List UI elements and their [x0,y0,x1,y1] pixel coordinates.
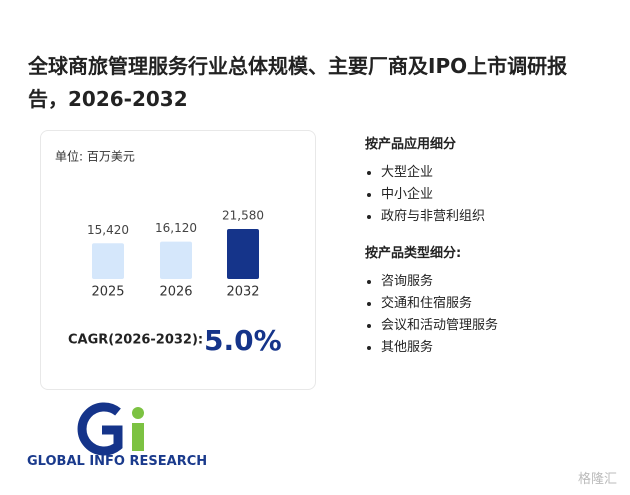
segment-item: 政府与非营利组织 [381,206,485,228]
value-label: 16,120 [155,221,197,235]
cagr-value: 5.0% [204,324,282,357]
segment-item: 大型企业 [381,162,485,184]
segment-list: 大型企业中小企业政府与非营利组织 [365,162,485,228]
segment-item: 会议和活动管理服务 [381,315,498,337]
page-title: 全球商旅管理服务行业总体规模、主要厂商及IPO上市调研报告，2026-2032 [28,54,568,111]
value-label: 21,580 [222,209,264,223]
watermark: 格隆汇 [578,472,618,487]
segment-item: 中小企业 [381,184,485,206]
segment-title: 按产品类型细分: [365,246,462,261]
segment: 按产品类型细分: 咨询服务交通和住宿服务会议和活动管理服务其他服务 [365,242,498,359]
value-label: 15,420 [87,223,129,237]
segment-item: 交通和住宿服务 [381,293,498,315]
segment: 按产品应用细分大型企业中小企业政府与非营利组织 [365,133,485,228]
bar [227,229,259,279]
logo-icon [77,402,144,456]
x-tick-label: 2032 [226,285,259,300]
segment-item: 其他服务 [381,337,498,359]
logo-text: GLOBAL INFO RESEARCH [27,454,208,469]
cagr-label: CAGR(2026-2032): [68,333,203,348]
segment-list: 咨询服务交通和住宿服务会议和活动管理服务其他服务 [365,271,498,359]
x-tick-label: 2026 [159,285,192,300]
segment-item: 咨询服务 [381,271,498,293]
card [40,130,316,390]
x-tick-label: 2025 [91,285,124,300]
bar [160,241,192,279]
segment-title: 按产品应用细分 [365,137,457,152]
bar [92,243,124,279]
unit-label: 单位: 百万美元 [55,149,135,164]
